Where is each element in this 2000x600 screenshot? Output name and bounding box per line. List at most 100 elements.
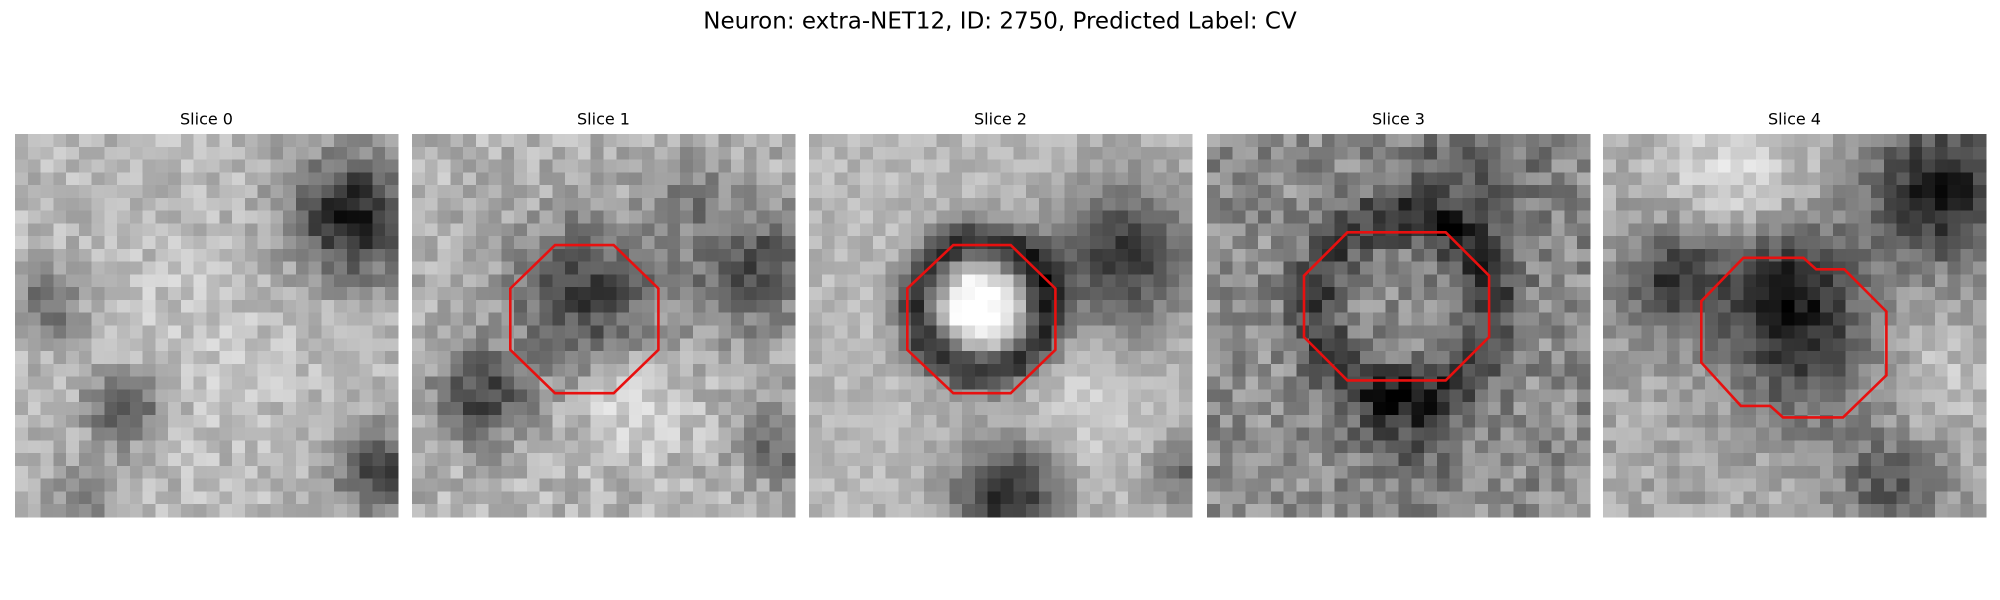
pixel <box>962 427 976 441</box>
pixel <box>27 236 42 250</box>
pixel <box>1577 427 1591 441</box>
pixel <box>424 376 439 390</box>
pixel <box>385 210 399 224</box>
pixel <box>1064 210 1078 224</box>
pixel <box>1641 210 1655 224</box>
pixel <box>1321 414 1336 429</box>
pixel <box>1845 299 1859 314</box>
pixel <box>155 146 169 161</box>
pixel <box>1115 287 1129 301</box>
pixel <box>168 363 182 378</box>
pixel <box>1258 236 1272 250</box>
pixel <box>1360 338 1374 352</box>
pixel <box>1128 338 1142 352</box>
pixel <box>1615 478 1630 493</box>
pixel <box>1321 210 1336 224</box>
pixel <box>1679 197 1693 212</box>
pixel <box>1270 134 1285 148</box>
pixel <box>1717 197 1732 212</box>
pixel <box>923 223 938 237</box>
pixel <box>1577 491 1591 505</box>
pixel <box>66 351 80 365</box>
pixel <box>667 223 681 237</box>
pixel <box>1026 274 1040 288</box>
pixel <box>692 427 707 441</box>
pixel <box>860 172 874 186</box>
pixel <box>412 146 426 161</box>
pixel <box>1000 312 1014 327</box>
pixel <box>308 453 322 467</box>
pixel <box>1807 134 1821 148</box>
pixel <box>577 261 592 276</box>
pixel <box>1973 312 1987 327</box>
pixel <box>1960 465 1974 480</box>
pixel <box>385 146 399 161</box>
pixel <box>1321 402 1336 416</box>
pixel <box>1487 185 1502 199</box>
pixel <box>629 146 643 161</box>
pixel <box>1232 312 1246 327</box>
pixel <box>244 185 259 199</box>
pixel <box>232 185 246 199</box>
pixel <box>769 338 783 352</box>
pixel <box>334 134 348 148</box>
pixel <box>1564 261 1578 276</box>
pixel <box>1462 236 1476 250</box>
pixel <box>1768 351 1783 365</box>
pixel <box>974 248 989 263</box>
pixel <box>180 146 195 161</box>
pixel <box>27 427 42 441</box>
pixel <box>1000 210 1014 224</box>
pixel <box>641 210 656 224</box>
pixel <box>1960 414 1974 429</box>
pixel <box>872 197 887 212</box>
pixel <box>616 223 630 237</box>
pixel <box>359 159 374 173</box>
pixel <box>539 312 554 327</box>
pixel <box>692 351 707 365</box>
pixel <box>962 159 976 173</box>
pixel <box>821 325 836 339</box>
pixel <box>1973 134 1987 148</box>
pixel <box>53 478 67 493</box>
pixel <box>782 146 796 161</box>
pixel <box>78 274 93 288</box>
pixel <box>232 414 246 429</box>
pixel <box>1973 248 1987 263</box>
pixel <box>1743 389 1757 403</box>
pixel <box>424 440 439 454</box>
pixel <box>142 299 157 314</box>
pixel <box>898 261 912 276</box>
pixel <box>1436 210 1451 224</box>
pixel <box>1283 351 1297 365</box>
pixel <box>1807 248 1821 263</box>
pixel <box>590 223 605 237</box>
pixel <box>1526 338 1540 352</box>
pixel <box>1385 363 1400 378</box>
pixel <box>731 223 745 237</box>
pixel <box>821 504 836 518</box>
pixel <box>1934 325 1949 339</box>
pixel <box>1283 363 1297 378</box>
pixel <box>1743 287 1757 301</box>
pixel <box>898 478 912 493</box>
pixel <box>974 197 989 212</box>
pixel <box>334 274 348 288</box>
pixel <box>1973 274 1987 288</box>
pixel <box>104 325 118 339</box>
pixel <box>1615 197 1630 212</box>
pixel <box>1258 402 1272 416</box>
pixel <box>450 274 464 288</box>
pixel <box>860 414 874 429</box>
pixel <box>526 159 541 173</box>
pixel <box>911 274 925 288</box>
pixel <box>1013 159 1027 173</box>
pixel <box>1551 185 1566 199</box>
pixel <box>1551 363 1566 378</box>
pixel <box>1207 453 1221 467</box>
pixel <box>1283 299 1297 314</box>
pixel <box>1513 248 1527 263</box>
pixel <box>1909 376 1923 390</box>
pixel <box>1102 210 1116 224</box>
pixel <box>834 236 848 250</box>
